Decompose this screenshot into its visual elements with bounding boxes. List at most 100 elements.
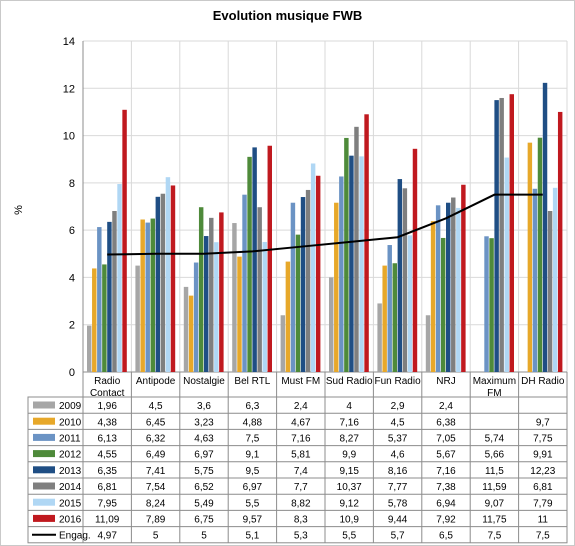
data-label-Engag.-3: 5,1	[245, 531, 259, 542]
x-tick-label-7-0: NRJ	[436, 376, 455, 387]
legend-key-2015	[33, 498, 55, 506]
bar-2016-9	[557, 111, 563, 373]
chart-title: Evolution musique FWB	[212, 8, 363, 23]
data-label-2009-2: 3,6	[197, 401, 211, 412]
legend-key-2014	[33, 482, 55, 490]
data-label-2011-9: 7,75	[533, 434, 553, 445]
data-label-2012-4: 5,81	[291, 450, 311, 461]
bar-2015-5	[359, 156, 364, 372]
data-label-2011-6: 5,37	[388, 434, 408, 445]
bar-2016-7	[461, 184, 466, 372]
data-label-2010-6: 4,5	[391, 417, 405, 428]
data-label-2012-1: 6,49	[146, 450, 166, 461]
bar-2009-0	[87, 325, 92, 372]
data-label-2015-8: 9,07	[485, 498, 505, 509]
x-tick-label-6-0: Fun Radio	[375, 376, 422, 387]
bar-2015-2	[214, 242, 219, 372]
bar-2014-1	[160, 193, 166, 372]
bar-2011-2	[193, 262, 199, 372]
data-label-2009-5: 4	[346, 401, 352, 412]
bar-2009-2	[183, 286, 189, 372]
bar-2013-4	[300, 197, 306, 372]
bar-2012-5	[344, 137, 349, 372]
data-label-2016-5: 10,9	[339, 515, 359, 526]
bar-2014-6	[402, 188, 408, 372]
data-label-2011-8: 5,74	[485, 434, 505, 445]
data-label-2012-2: 6,97	[194, 450, 214, 461]
legend-label-2015: 2015	[59, 498, 82, 509]
data-label-2011-7: 7,05	[436, 434, 456, 445]
data-label-2013-9: 12,23	[530, 466, 555, 477]
data-label-2011-1: 6,32	[146, 434, 166, 445]
data-label-2010-1: 6,45	[146, 417, 166, 428]
bar-2011-0	[97, 227, 102, 372]
data-label-2014-7: 7,38	[436, 482, 456, 493]
legend-key-2010	[33, 417, 55, 425]
bar-2013-6	[397, 179, 403, 372]
y-tick-label-12: 12	[63, 83, 75, 95]
data-label-Engag.-5: 5,5	[342, 531, 356, 542]
bar-2015-8	[504, 157, 509, 372]
x-tick-label-8-0: Maximum	[473, 376, 516, 387]
data-label-Engag.-0: 4,97	[97, 531, 117, 542]
legend-label-2009: 2009	[59, 401, 82, 412]
y-tick-label-8: 8	[69, 178, 75, 190]
bar-2010-6	[382, 265, 387, 372]
bar-2013-9	[542, 82, 548, 372]
x-tick-label-2-0: Nostalgie	[183, 376, 225, 387]
data-label-Engag.-2: 5	[201, 531, 207, 542]
bar-2009-6	[377, 303, 382, 372]
data-label-2009-4: 2,4	[294, 401, 308, 412]
y-tick-label-10: 10	[63, 131, 75, 143]
x-tick-label-3-0: Bel RTL	[234, 376, 270, 387]
legend-key-2012	[33, 450, 55, 458]
bar-2013-7	[446, 202, 451, 372]
data-label-2015-9: 7,79	[533, 498, 553, 509]
bar-2014-2	[209, 217, 214, 372]
bar-2013-8	[494, 100, 499, 373]
data-label-2014-0: 6,81	[97, 482, 117, 493]
legend-label-2014: 2014	[59, 482, 82, 493]
bar-2015-9	[552, 187, 558, 372]
bar-2013-1	[155, 196, 161, 372]
data-label-Engag.-8: 7,5	[487, 531, 501, 542]
x-tick-label-5-0: Sud Radio	[326, 376, 373, 387]
bar-2015-3	[262, 241, 267, 372]
y-axis-label: %	[13, 205, 25, 215]
bar-2010-2	[188, 295, 194, 372]
data-label-2013-2: 5,75	[194, 466, 214, 477]
data-label-2014-1: 7,54	[146, 482, 166, 493]
bar-2011-1	[145, 222, 150, 372]
bar-2014-8	[499, 97, 504, 372]
bar-2014-9	[547, 210, 553, 372]
data-label-2014-8: 11,59	[482, 482, 507, 493]
data-label-2014-9: 6,81	[533, 482, 553, 493]
data-label-2014-6: 7,77	[388, 482, 408, 493]
data-label-2016-3: 9,57	[243, 515, 263, 526]
y-tick-label-4: 4	[69, 272, 75, 284]
bar-2012-0	[102, 264, 107, 372]
data-label-2012-9: 9,91	[533, 450, 553, 461]
data-label-2016-1: 7,89	[146, 515, 166, 526]
data-label-2012-7: 5,67	[436, 450, 456, 461]
bar-2013-0	[107, 221, 112, 372]
bar-2011-6	[387, 245, 392, 372]
data-label-2011-3: 7,5	[245, 434, 259, 445]
bar-2010-9	[527, 142, 533, 372]
data-label-2014-2: 6,52	[194, 482, 214, 493]
data-label-2009-7: 2,4	[439, 401, 453, 412]
data-label-2010-3: 4,88	[243, 417, 263, 428]
data-label-Engag.-6: 5,7	[391, 531, 405, 542]
data-label-Engag.-4: 5,3	[294, 531, 308, 542]
data-label-2015-2: 5,49	[194, 498, 214, 509]
legend-key-2011	[33, 433, 55, 441]
data-label-2012-3: 9,1	[245, 450, 259, 461]
data-label-2013-0: 6,35	[97, 466, 117, 477]
data-label-2015-1: 8,24	[146, 498, 166, 509]
data-label-2015-5: 9,12	[339, 498, 359, 509]
bar-2016-2	[219, 212, 224, 372]
data-label-2011-2: 4,63	[194, 434, 214, 445]
bar-2016-0	[122, 109, 127, 373]
bar-2015-1	[165, 177, 171, 372]
